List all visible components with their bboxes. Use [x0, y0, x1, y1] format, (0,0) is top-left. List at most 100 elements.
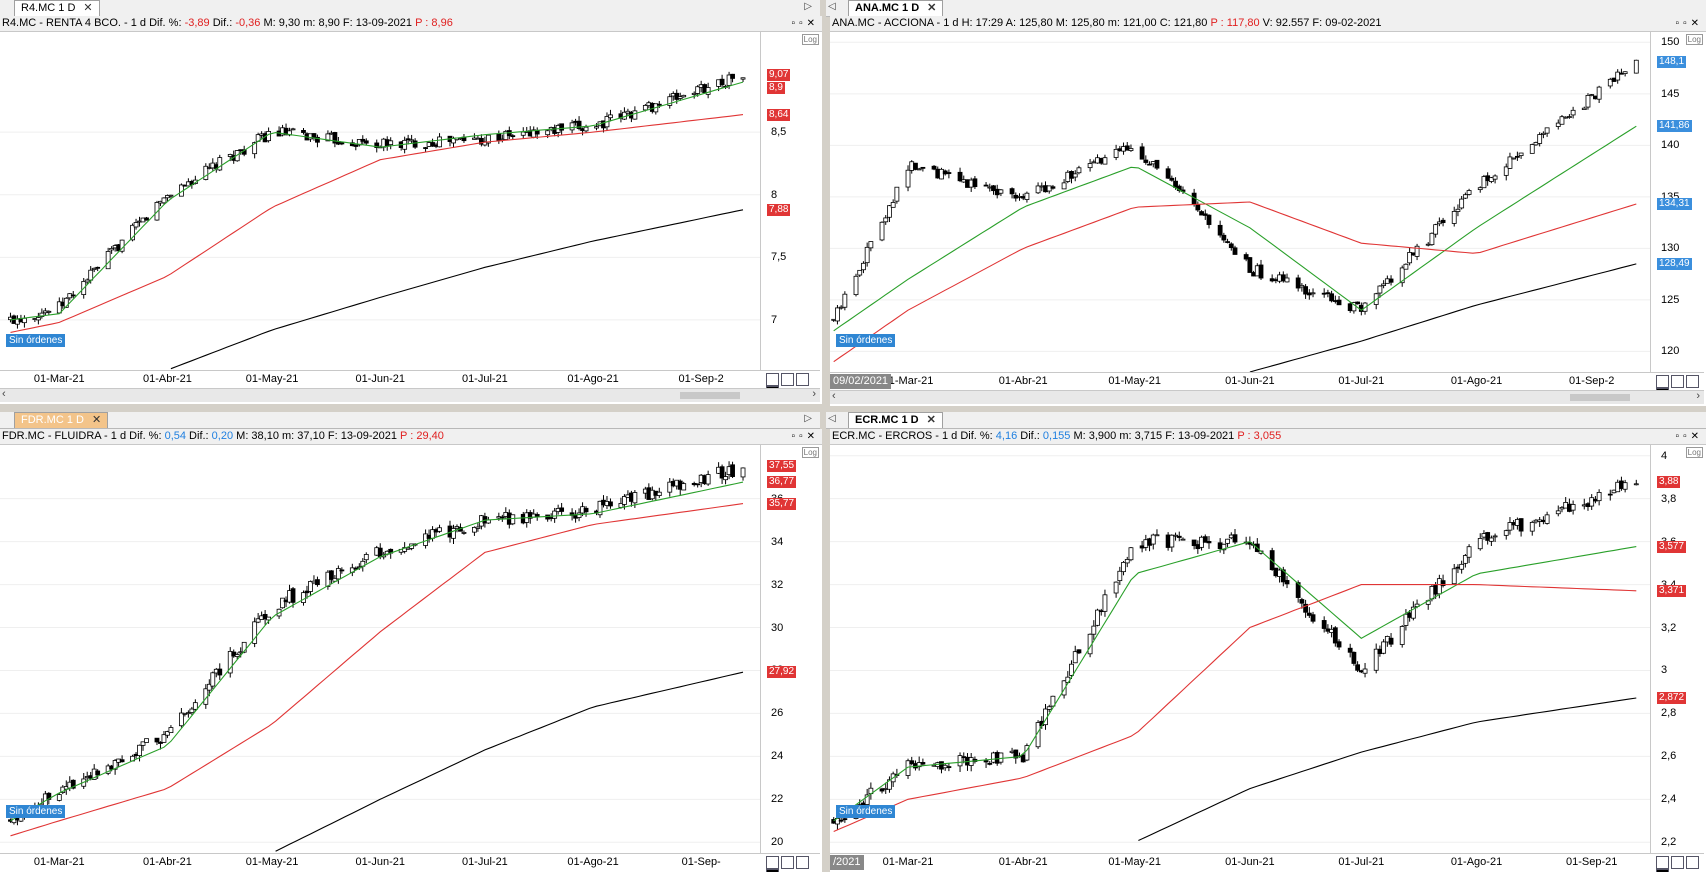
price-plot[interactable]	[0, 32, 760, 370]
pen-icon[interactable]	[781, 373, 794, 386]
candle	[1284, 575, 1290, 589]
scrollbar-thumb[interactable]	[1570, 394, 1630, 401]
candle	[1388, 275, 1394, 286]
back-icon[interactable]: ◁	[828, 1, 836, 12]
candle	[1306, 607, 1312, 618]
color-swatch-icon[interactable]	[1656, 869, 1669, 872]
price-badge: 8,9	[767, 81, 785, 94]
pin-icon[interactable]	[796, 373, 809, 386]
x-tick-label: 01-Ago-21	[567, 856, 619, 868]
pin-icon[interactable]	[1686, 375, 1699, 388]
pin-icon[interactable]	[796, 856, 809, 869]
candle	[1429, 232, 1435, 246]
y-tick-label: 7,5	[771, 251, 787, 264]
play-icon[interactable]: ▷	[804, 413, 812, 424]
window-buttons[interactable]: ▫▫✕	[791, 431, 819, 442]
play-icon[interactable]: ▷	[804, 1, 812, 12]
close-icon[interactable]: ✕	[927, 2, 937, 14]
pen-icon[interactable]	[781, 856, 794, 869]
price-plot[interactable]	[830, 32, 1650, 372]
color-swatch-icon[interactable]	[766, 869, 779, 872]
window-buttons[interactable]: ▫▫✕	[1675, 431, 1703, 442]
horizontal-scrollbar[interactable]: ‹ ›	[0, 388, 820, 402]
log-scale-button[interactable]: Log	[801, 34, 819, 45]
candle	[112, 758, 118, 775]
log-scale-button[interactable]: Log	[801, 447, 819, 458]
candle	[1124, 556, 1130, 568]
pen-icon[interactable]	[1671, 856, 1684, 869]
y-tick-label: 120	[1661, 345, 1680, 358]
zoom-icon[interactable]	[766, 856, 779, 869]
scroll-right-icon[interactable]: ›	[1696, 390, 1700, 402]
price-plot[interactable]	[0, 445, 760, 853]
candle	[1102, 589, 1108, 617]
candle	[853, 273, 859, 297]
candle	[705, 82, 711, 99]
candle	[301, 127, 306, 135]
candle	[430, 138, 435, 147]
scroll-left-icon[interactable]: ‹	[832, 390, 836, 402]
tab-ana[interactable]: ANA.MC 1 D ✕	[848, 0, 944, 16]
pen-icon[interactable]	[1671, 375, 1684, 388]
back-icon[interactable]: ◁	[828, 413, 836, 424]
candle	[835, 304, 840, 325]
candle	[1128, 144, 1134, 152]
candle	[1310, 611, 1316, 624]
candle	[210, 671, 216, 690]
candle	[681, 94, 687, 98]
x-tick-label: 01-Jun-21	[355, 373, 405, 385]
candle	[315, 576, 320, 587]
horizontal-scrollbar[interactable]: ‹ ›	[830, 390, 1704, 404]
scroll-right-icon[interactable]: ›	[812, 388, 816, 400]
close-icon[interactable]: ✕	[91, 414, 102, 426]
candle	[472, 526, 477, 536]
candle	[1507, 152, 1513, 169]
candle	[1459, 195, 1465, 210]
scrollbar-thumb[interactable]	[680, 392, 740, 399]
candle	[1009, 187, 1015, 199]
price-badge: 141,86	[1657, 120, 1692, 133]
zoom-icon[interactable]	[766, 373, 779, 386]
x-tick-label: 01-Jul-21	[461, 856, 508, 868]
candle	[583, 506, 589, 517]
tab-fdr[interactable]: FDR.MC 1 D ✕	[14, 412, 109, 428]
y-tick-label: 2,2	[1661, 836, 1677, 849]
pin-icon[interactable]	[1686, 856, 1699, 869]
candle	[883, 215, 889, 225]
y-tick-label: 3	[1661, 664, 1668, 677]
window-buttons[interactable]: ▫▫✕	[791, 18, 819, 29]
tab-r4[interactable]: R4.MC 1 D ✕	[14, 0, 100, 16]
candle	[909, 756, 915, 766]
candle	[913, 162, 918, 171]
price-plot[interactable]	[830, 445, 1650, 853]
info-value: P : 3,055	[1237, 430, 1282, 442]
candle	[1169, 534, 1175, 552]
x-tick-label: 01-Abr-21	[142, 373, 192, 385]
candle	[1373, 643, 1379, 674]
log-scale-button[interactable]: Log	[1685, 34, 1703, 45]
close-icon[interactable]: ✕	[926, 414, 936, 426]
candle	[1050, 695, 1056, 707]
close-icon[interactable]: ✕	[83, 2, 93, 14]
candle	[1225, 238, 1230, 244]
scroll-left-icon[interactable]: ‹	[2, 388, 6, 400]
tab-ecr[interactable]: ECR.MC 1 D ✕	[848, 412, 943, 428]
chart-panel-ana: ANA.MC - ACCIONA - 1 d H: 17:29 A: 125,8…	[830, 16, 1706, 406]
x-axis: 01-Mar-21 01-Abr-21 01-May-21 01-Jun-21 01-J…	[0, 370, 820, 399]
candle	[1124, 142, 1130, 151]
candle	[1254, 538, 1260, 553]
info-bar: FDR.MC - FLUIDRA - 1 d Dif. %: 0,54 Dif.…	[0, 429, 822, 445]
candle	[70, 291, 76, 299]
candle	[1403, 263, 1409, 270]
candle	[130, 223, 135, 242]
candle	[70, 779, 76, 790]
window-buttons[interactable]: ▫▫✕	[1675, 18, 1703, 29]
x-tick-label: 01-Sep-2	[1569, 375, 1615, 387]
zoom-icon[interactable]	[1656, 375, 1669, 388]
candle	[1451, 206, 1457, 227]
zoom-icon[interactable]	[1656, 856, 1669, 869]
log-scale-button[interactable]: Log	[1685, 447, 1703, 458]
candle	[1139, 143, 1145, 160]
y-tick-label: 2,8	[1661, 707, 1677, 720]
candle	[458, 523, 463, 532]
